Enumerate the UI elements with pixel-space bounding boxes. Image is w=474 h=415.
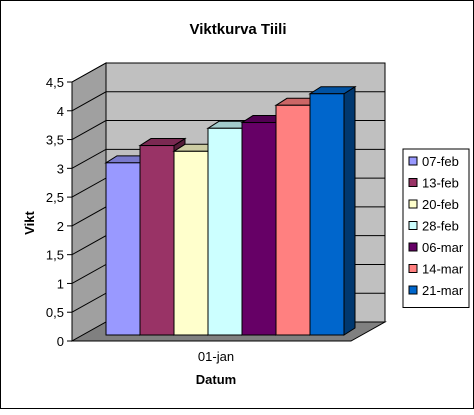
y-tick-label: 2 xyxy=(57,219,64,234)
y-tick-label: 0 xyxy=(57,334,64,349)
plot-area: 0 0,5 1 1,5 2 2,5 3 3,5 4 4,5 01-jan xyxy=(46,62,387,364)
bar-front xyxy=(139,145,175,336)
x-tick-label: 01-jan xyxy=(198,349,234,364)
legend-swatch xyxy=(408,285,418,295)
legend-label: 14-mar xyxy=(422,262,464,277)
gridline xyxy=(71,62,385,83)
x-axis-title: Datum xyxy=(196,372,236,387)
legend-label: 13-feb xyxy=(422,176,459,191)
y-tick-label: 4,5 xyxy=(46,75,64,90)
legend-swatch xyxy=(408,156,418,166)
y-tick-label: 2,5 xyxy=(46,190,64,205)
bar-21-mar xyxy=(308,85,357,336)
legend-swatch xyxy=(408,242,418,252)
bar-front xyxy=(275,104,311,336)
legend-swatch xyxy=(408,178,418,187)
legend-label: 21-mar xyxy=(422,283,464,298)
bar-front xyxy=(207,127,243,336)
y-tick-label: 3,5 xyxy=(46,133,64,148)
y-tick-label: 0,5 xyxy=(46,305,64,320)
legend-label: 06-mar xyxy=(422,240,464,255)
bar-front xyxy=(173,150,209,336)
y-tick-label: 3 xyxy=(57,161,64,176)
legend-label: 28-feb xyxy=(422,219,459,234)
y-tick-label: 1,5 xyxy=(46,248,64,263)
gridline xyxy=(71,91,385,112)
side-wall xyxy=(71,62,107,342)
y-tick-label: 1 xyxy=(57,276,64,291)
legend-label: 20-feb xyxy=(422,197,459,212)
bar-side xyxy=(343,85,356,336)
legend-swatch xyxy=(408,199,418,209)
legend-swatch xyxy=(408,264,418,273)
bar-front xyxy=(309,93,345,336)
chart-title: Viktkurva Tiili xyxy=(190,21,287,38)
y-tick-label: 4 xyxy=(57,104,64,119)
bar-front xyxy=(241,122,277,336)
legend-label: 07-feb xyxy=(422,154,459,169)
legend: 07-feb 13-feb 20-feb 28-feb 06-mar 14-mar 21-m… xyxy=(402,148,470,308)
y-axis-title: Vikt xyxy=(22,211,37,235)
bar-front xyxy=(105,162,141,336)
legend-swatch xyxy=(408,221,418,230)
